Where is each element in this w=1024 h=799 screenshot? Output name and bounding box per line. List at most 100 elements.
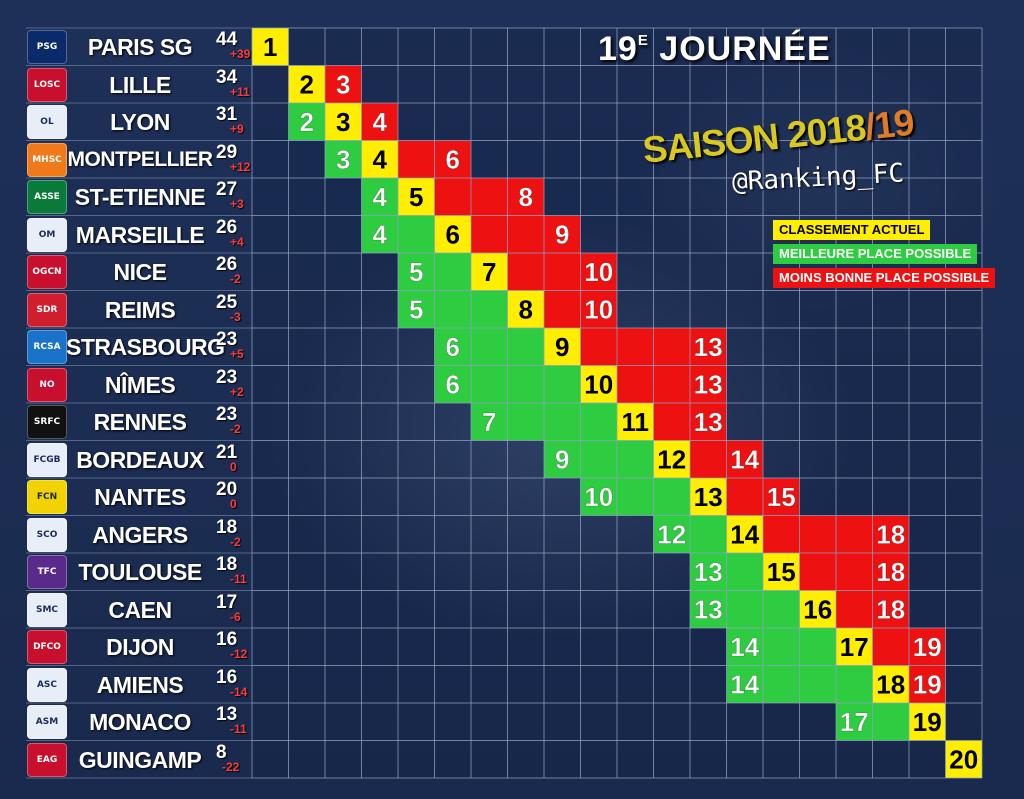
current-position-cell [325,103,362,141]
current-position-label: 10 [584,369,613,399]
worst-range-bar [909,665,946,703]
team-row: FCN NANTES 20 0 [0,478,250,516]
team-goal-diff: +11 [230,84,250,99]
team-row: LOSC LILLE 34 +11 [0,66,250,104]
current-position-cell [361,140,398,178]
legend-best: MEILLEURE PLACE POSSIBLE [773,244,978,264]
team-row: ASC AMIENS 16 -14 [0,666,250,704]
team-goal-diff: +5 [230,347,244,361]
team-points: 20 [216,479,238,500]
current-position-cell [544,328,581,366]
team-goal-diff: -11 [230,722,247,736]
current-position-cell [398,178,435,216]
team-goal-diff: -12 [230,647,248,661]
best-position-label: 9 [555,444,569,474]
team-name: ST-ETIENNE [74,184,206,210]
team-logo-icon: SDR [27,292,67,327]
current-position-label: 11 [622,407,650,437]
team-row: ASSE ST-ETIENNE 27 +3 [0,178,250,216]
legend-worst: MOINS BONNE PLACE POSSIBLE [773,268,996,288]
team-logo-icon: OGCN [27,255,67,289]
team-logo-icon: RCSA [27,330,67,364]
team-logo-icon: SRFC [27,405,67,439]
best-range-bar [690,590,800,628]
team-name: NICE [113,259,167,285]
team-name: PARIS SG [87,34,193,60]
team-points: 44 [216,29,238,50]
current-position-label: 7 [482,257,496,287]
best-range-bar [434,328,544,366]
team-name: MARSEILLE [75,221,205,248]
team-logo-icon: DFCO [27,630,67,664]
team-points: 18 [216,554,238,575]
team-logo-icon: ASSE [27,180,67,214]
best-position-label: 6 [446,332,460,362]
best-range-bar [325,140,362,178]
team-logo-icon: ASC [27,667,67,702]
current-position-cell [872,665,909,703]
team-name: LILLE [109,71,171,98]
best-range-bar [580,478,690,516]
team-points: 27 [216,179,238,200]
worst-position-label: 10 [584,257,613,287]
worst-range-bar [507,253,617,291]
team-name: MONTPELLIER [67,147,214,171]
team-goal-diff: -6 [230,609,241,624]
team-logo-icon: TFC [27,555,67,589]
team-points: 25 [216,291,238,313]
team-logo-icon: OL [27,105,67,139]
current-position-label: 17 [840,632,869,662]
best-position-label: 5 [409,257,423,287]
current-position-label: 19 [913,707,942,737]
worst-range-bar [617,365,727,403]
current-position-cell [945,740,982,778]
team-goal-diff: -11 [230,572,247,586]
team-name: CAEN [108,596,172,623]
best-position-label: 7 [482,407,496,437]
team-points: 18 [216,516,238,538]
best-position-label: 13 [694,557,723,587]
team-points: 26 [216,216,238,238]
current-position-cell [763,553,800,591]
team-points: 16 [216,629,238,650]
current-position-cell [726,515,763,553]
worst-position-label: 9 [555,219,569,249]
worst-position-label: 15 [767,482,796,512]
team-name: GUINGAMP [78,746,202,773]
current-position-label: 18 [876,669,905,699]
current-position-cell [799,590,836,628]
best-position-label: 4 [373,182,388,212]
team-row: DFCO DIJON 16 -12 [0,628,250,666]
worst-position-label: 13 [694,407,723,437]
worst-range-bar [471,215,581,253]
worst-range-bar [325,65,362,103]
best-range-bar [398,290,508,328]
team-goal-diff: -2 [230,422,241,436]
team-logo-icon: SMC [27,592,67,627]
team-row: NO NÎMES 23 +2 [0,366,250,404]
current-position-cell [653,440,690,478]
team-points: 17 [216,591,238,613]
team-points: 23 [216,366,238,388]
current-position-label: 1 [263,32,277,62]
team-name: NANTES [94,484,186,510]
best-position-label: 3 [336,144,350,174]
best-position-label: 6 [446,369,460,399]
team-name: AMIENS [96,671,184,698]
current-position-label: 3 [336,107,350,137]
worst-position-label: 19 [913,632,942,662]
current-position-cell [580,365,617,403]
team-logo-icon: MHSC [27,142,67,177]
current-position-cell [288,65,325,103]
team-row: MHSC MONTPELLIER 29 +12 [0,141,250,179]
team-name: REIMS [104,296,176,323]
team-logo-icon: NO [27,367,67,402]
worst-position-label: 10 [584,294,613,324]
team-row: FCGB BORDEAUX 21 0 [0,441,250,479]
current-position-label: 14 [730,519,759,549]
team-row: SRFC RENNES 23 -2 [0,403,250,441]
team-goal-diff: -2 [230,272,241,286]
team-row: EAG GUINGAMP 8 -22 [0,741,250,779]
current-position-label: 4 [373,144,388,174]
